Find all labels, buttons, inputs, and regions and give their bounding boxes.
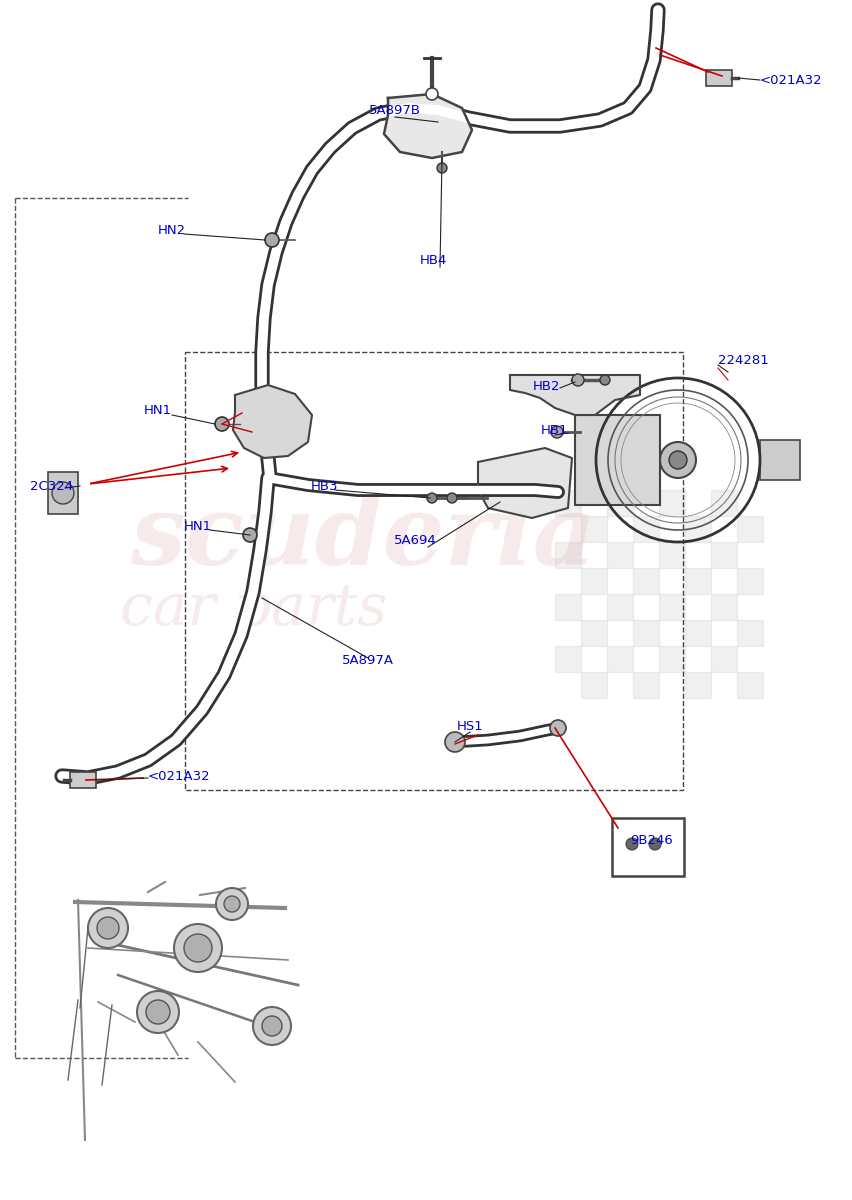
Bar [185, 352, 682, 790]
Bar [607, 646, 632, 672]
Circle shape [265, 233, 279, 247]
Bar [574, 415, 659, 505]
Text: <021A32: <021A32 [759, 73, 821, 86]
Circle shape [52, 482, 74, 504]
Bar [632, 672, 659, 698]
Circle shape [146, 1000, 170, 1024]
Text: 5A897B: 5A897B [369, 103, 421, 116]
Bar [632, 516, 659, 542]
Text: HS1: HS1 [456, 720, 483, 732]
Text: HN1: HN1 [144, 404, 172, 418]
Bar [611, 818, 683, 876]
Bar [711, 490, 736, 516]
Bar [659, 542, 684, 568]
Text: HB2: HB2 [532, 379, 560, 392]
Text: 5A694: 5A694 [393, 534, 436, 547]
Bar [48, 472, 78, 514]
Circle shape [427, 493, 436, 503]
Circle shape [262, 1016, 282, 1036]
Circle shape [97, 917, 119, 938]
Bar [580, 672, 607, 698]
Bar [607, 490, 632, 516]
Text: HB3: HB3 [311, 480, 338, 492]
Circle shape [599, 374, 609, 385]
Bar [736, 568, 762, 594]
Circle shape [446, 493, 457, 503]
Polygon shape [509, 374, 639, 415]
Bar [711, 646, 736, 672]
Bar [684, 620, 711, 646]
Circle shape [550, 720, 566, 736]
Circle shape [572, 374, 584, 386]
Text: scuderia: scuderia [130, 491, 596, 584]
Circle shape [216, 888, 248, 920]
Text: HN1: HN1 [184, 520, 212, 533]
Bar [580, 620, 607, 646]
Circle shape [668, 451, 686, 469]
Bar [736, 672, 762, 698]
Bar [659, 594, 684, 620]
Circle shape [184, 934, 212, 962]
Polygon shape [383, 94, 471, 158]
Circle shape [88, 908, 128, 948]
Bar [684, 516, 711, 542]
Bar [736, 620, 762, 646]
Text: HB1: HB1 [541, 425, 568, 438]
Bar [711, 594, 736, 620]
Bar [632, 620, 659, 646]
Circle shape [243, 528, 256, 542]
Polygon shape [477, 448, 572, 518]
Bar [607, 542, 632, 568]
Text: 5A897A: 5A897A [342, 654, 394, 667]
Circle shape [224, 896, 239, 912]
Circle shape [436, 163, 446, 173]
Text: 9B246: 9B246 [630, 834, 672, 847]
Bar [705, 70, 731, 86]
Bar [659, 490, 684, 516]
Circle shape [137, 991, 179, 1033]
Bar [555, 594, 580, 620]
Bar [711, 542, 736, 568]
Circle shape [648, 838, 660, 850]
Bar [580, 516, 607, 542]
Bar [607, 594, 632, 620]
Bar [684, 568, 711, 594]
Circle shape [253, 1007, 291, 1045]
Bar [684, 672, 711, 698]
Circle shape [550, 426, 562, 438]
Bar [580, 568, 607, 594]
Text: HB4: HB4 [419, 254, 446, 268]
Bar [555, 646, 580, 672]
Circle shape [445, 732, 464, 752]
Circle shape [174, 924, 222, 972]
Circle shape [425, 88, 437, 100]
Text: 2C324: 2C324 [30, 480, 73, 492]
Bar [555, 490, 580, 516]
Text: HN2: HN2 [158, 223, 186, 236]
Bar [555, 542, 580, 568]
Text: <021A32: <021A32 [148, 769, 210, 782]
Polygon shape [233, 385, 312, 458]
Bar [632, 568, 659, 594]
Bar [659, 646, 684, 672]
Circle shape [625, 838, 637, 850]
Bar [736, 516, 762, 542]
Circle shape [215, 416, 228, 431]
Text: 224281: 224281 [717, 354, 768, 367]
Bar [70, 772, 96, 788]
Circle shape [659, 442, 695, 478]
Text: car parts: car parts [120, 581, 387, 637]
Bar [759, 440, 799, 480]
